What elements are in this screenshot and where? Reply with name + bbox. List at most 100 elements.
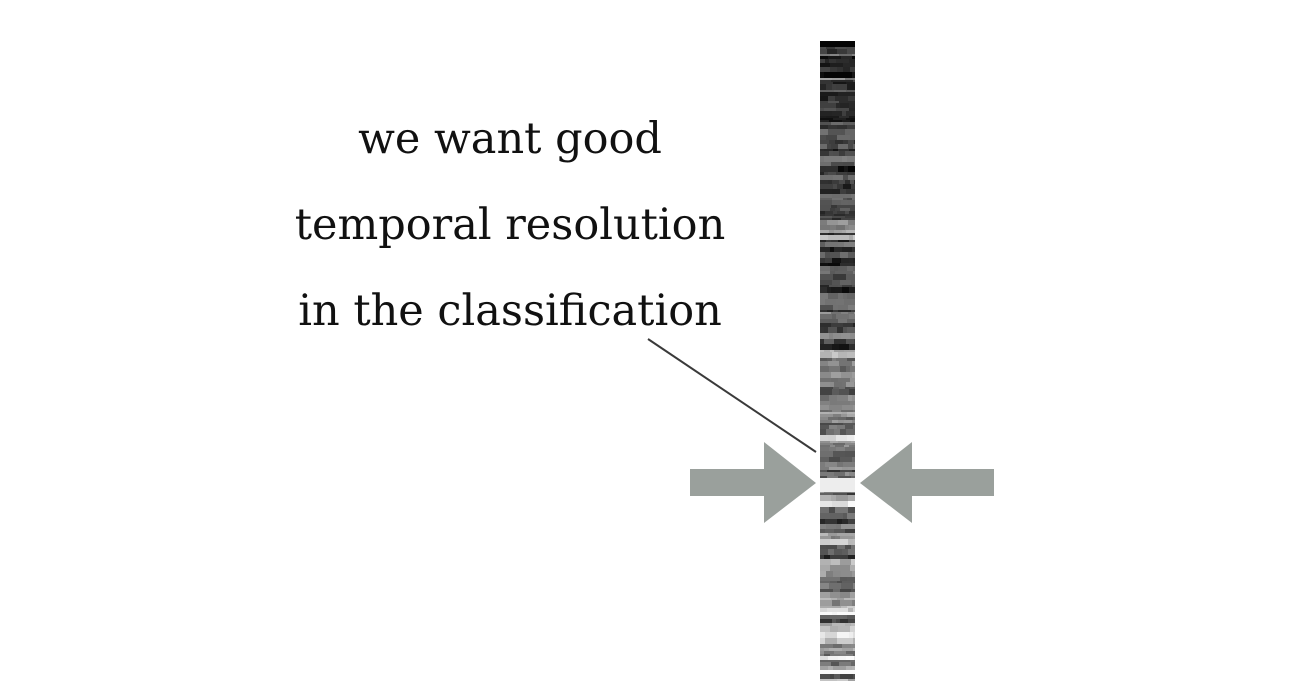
spectrogram-band [829,319,838,323]
spectrogram-band [832,92,838,96]
spectrogram-band [820,200,832,205]
spectrogram-band [820,189,832,194]
spectrogram-band [849,445,855,447]
spectrogram-band [820,103,829,108]
spectrogram-band [820,247,830,252]
spectrogram-band [828,670,832,674]
spectrogram-band [851,623,855,626]
spectrogram-band [845,447,855,451]
spectrogram-band [840,103,849,108]
spectrogram-band [840,559,851,565]
spectrogram-band [844,166,848,172]
spectrogram-band [820,412,829,414]
spectrogram-band [849,314,855,319]
spectrogram-band [847,327,855,333]
spectrogram-band [847,101,855,103]
spectrogram-band [838,293,843,299]
spectrogram-band [847,198,852,200]
spectrogram-band [820,378,831,382]
spectrogram-band [820,623,832,626]
spectrogram-band [820,651,824,654]
spectrogram-band [837,327,843,333]
spectrogram-band [838,285,842,287]
spectrogram-band [842,382,846,387]
spectrogram-band [845,529,850,533]
spectrogram-band [820,242,825,247]
spectrogram-band [829,285,838,287]
spectrogram-band [833,184,837,189]
spectrogram-band [826,116,839,118]
spectrogram-band [836,495,848,501]
spectrogram-band [847,615,855,619]
spectrogram-band [850,333,855,339]
spectrogram-band [846,382,854,387]
spectrogram-band [820,172,824,175]
spectrogram-band [841,218,850,220]
spectrogram-band [842,247,852,252]
spectrogram-band [820,457,829,462]
spectrogram-band [832,156,842,162]
spectrogram-band [839,180,845,184]
spectrogram-band [844,420,852,423]
spectrogram-band [831,378,838,382]
spectrogram-band [854,350,855,352]
spectrogram-band [820,405,829,410]
spectrogram-band [834,429,840,435]
spectrogram-band [833,151,839,156]
spectrogram-band [832,216,845,218]
spectrogram-band [836,447,845,451]
spectrogram-band [828,233,834,235]
spectrogram-band [839,361,852,366]
spectrogram-band [854,612,855,615]
spectrogram-band [820,108,824,111]
spectrogram-band [850,67,855,72]
spectrogram-band [841,235,849,240]
spectrogram-band [848,144,853,149]
spectrogram-band [841,56,852,59]
spectrogram-band [829,425,837,429]
spectrogram-band [829,333,833,339]
spectrogram-band [836,314,849,319]
spectrogram-band [853,266,855,271]
spectrogram-band [830,555,842,559]
spectrogram-band [830,615,843,619]
spectrogram-band [837,111,842,116]
spectrogram-band [840,339,846,344]
spectrogram-band [820,583,829,589]
spectrogram-band [820,72,824,78]
spectrogram-band [838,352,847,358]
spectrogram-band [840,263,853,266]
spectrogram-band [831,495,836,501]
spectrogram-band [820,319,829,323]
spectrogram-band [820,162,831,166]
spectrogram-band [829,140,835,144]
spectrogram-band [854,180,855,184]
spectrogram-band [825,59,829,63]
spectrogram-band [850,180,854,184]
spectrogram-band [841,571,852,577]
spectrogram-band [838,493,847,495]
spectrogram-band [845,211,849,214]
spectrogram-band [845,472,849,476]
spectrogram-band [847,577,855,581]
spectrogram-band [820,598,831,600]
spectrogram-band [849,59,854,63]
spectrogram-band [837,545,845,549]
spectrogram-band [843,63,855,67]
spectrogram-band [820,208,830,211]
spectrogram-band [834,382,842,387]
spectrogram-band [841,129,845,135]
spectrogram-band [838,420,844,423]
spectrogram-band [850,401,855,405]
spectrogram-band [820,258,825,263]
spectrogram-band [845,180,850,184]
spectrogram-band [820,67,830,72]
spectrogram-band [820,344,832,350]
spectrogram-band [843,462,855,467]
leader-line [647,338,817,453]
spectrogram-band [847,358,855,361]
spectrogram-band [845,216,855,218]
spectrogram-band [843,67,850,72]
spectrogram-band [824,327,828,333]
spectrogram-band [825,529,834,533]
